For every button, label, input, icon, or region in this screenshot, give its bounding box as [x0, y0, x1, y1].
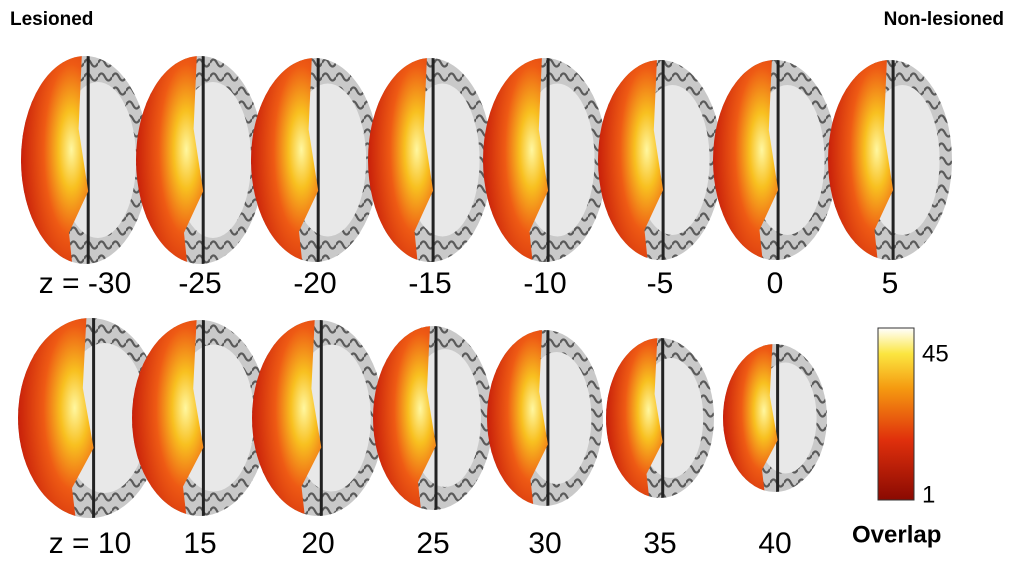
brain-slice: [252, 320, 384, 516]
slice-label: -25: [178, 267, 221, 300]
slice-label: -20: [293, 267, 336, 300]
figure: Lesioned Non-lesioned z = -30 -25 -20 -15 -1…: [0, 0, 1016, 562]
brain-slice: [487, 330, 603, 506]
slice-label: 30: [528, 527, 561, 560]
brain-slice: [368, 58, 492, 262]
brain-slice: [251, 58, 379, 262]
brain-slice: [606, 338, 714, 498]
brain-slice: [713, 60, 837, 260]
lesioned-label: Lesioned: [10, 9, 93, 30]
slice-label: 35: [643, 527, 676, 560]
slices: z = -30 -25 -20 -15 -10 -5 0 5 z = 10 15 20 25 30 35 4…: [18, 56, 952, 560]
slice-label: -5: [647, 267, 674, 300]
slice-label: z = 10: [49, 527, 132, 560]
slice-label: -15: [408, 267, 451, 300]
brain-slice: [598, 60, 722, 260]
slice-label: 15: [183, 527, 216, 560]
colorbar-max: 45: [922, 340, 949, 367]
brain-slice: [373, 326, 493, 510]
colorbar-title: Overlap: [852, 521, 941, 548]
brain-slice: [828, 60, 952, 260]
colorbar-min: 1: [922, 481, 935, 508]
slice-label: 25: [416, 527, 449, 560]
slice-label: 40: [758, 527, 791, 560]
slice-label: z = -30: [39, 267, 132, 300]
brain-slice: [483, 58, 607, 262]
slice-label: 5: [882, 267, 899, 300]
brain-slice: [21, 56, 149, 264]
colorbar: [878, 328, 914, 500]
brain-slice: [132, 320, 268, 516]
brain-slice: [136, 56, 264, 264]
slice-label: -10: [523, 267, 566, 300]
brain-slice: [723, 344, 827, 492]
slice-label: 0: [767, 267, 784, 300]
page: Lesioned Non-lesioned z = -30 -25 -20 -15 -1…: [0, 0, 1016, 562]
non-lesioned-label: Non-lesioned: [884, 9, 1004, 30]
slice-label: 20: [301, 527, 334, 560]
